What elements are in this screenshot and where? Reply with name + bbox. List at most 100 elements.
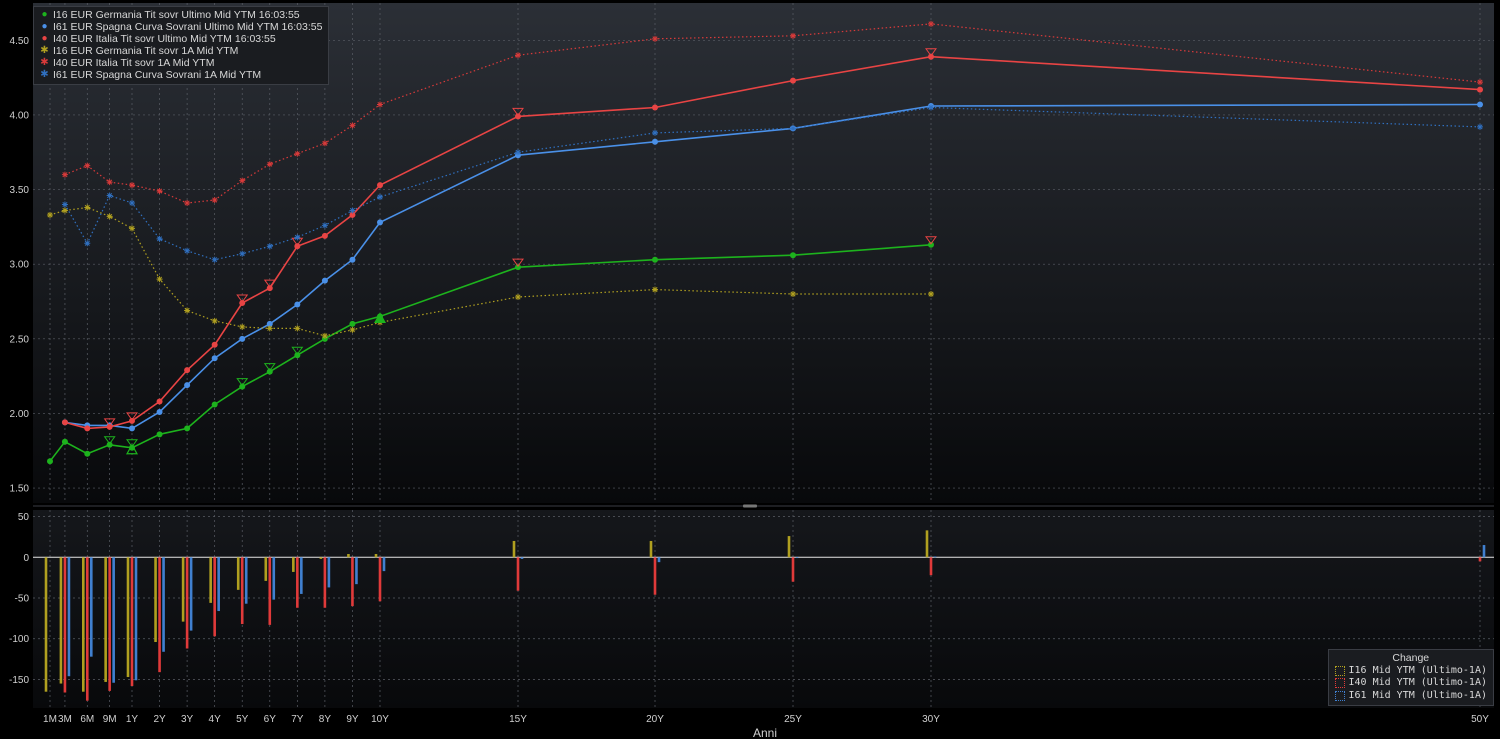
data-point — [184, 367, 191, 374]
change-bar — [209, 557, 212, 603]
change-bar — [300, 557, 303, 594]
data-point-star — [156, 235, 163, 242]
data-point-star — [321, 140, 328, 147]
data-point — [106, 423, 113, 430]
series-line — [64, 23, 1481, 204]
legend-label: I40 EUR Italia Tit sovr 1A Mid YTM — [53, 57, 215, 69]
data-point-star — [928, 291, 934, 298]
change-bar — [130, 557, 134, 686]
data-point-star — [928, 20, 934, 27]
up-triangle-marker — [125, 443, 139, 455]
data-point-star — [1477, 79, 1483, 86]
data-point — [294, 243, 301, 250]
legend-item-i16-ultimo[interactable]: ● I16 EUR Germania Tit sovr Ultimo Mid Y… — [39, 9, 322, 21]
legend-dot-icon: ● — [41, 33, 48, 44]
change-bar — [181, 557, 185, 622]
data-point-star — [1477, 123, 1483, 130]
x-axis-label: Anni — [753, 726, 777, 739]
legend-item-i40-1a[interactable]: ✱ I40 EUR Italia Tit sovr 1A Mid YTM — [39, 57, 322, 69]
legend-label: I61 EUR Spagna Curva Sovrani Ultimo Mid … — [53, 21, 323, 33]
data-point-star — [294, 234, 301, 241]
change-bar — [933, 556, 937, 558]
change-legend-item-i16[interactable]: I16 Mid YTM (Ultimo-1A) — [1334, 664, 1487, 678]
change-bar — [154, 557, 157, 642]
data-point — [156, 408, 163, 415]
data-point — [84, 425, 91, 432]
data-point-star — [184, 247, 191, 254]
legend-item-i40-ultimo[interactable]: ● I40 EUR Italia Tit sovr Ultimo Mid YTM… — [39, 33, 322, 45]
data-point — [129, 417, 135, 424]
change-bar — [657, 557, 661, 563]
data-point — [349, 256, 356, 263]
data-point — [84, 450, 91, 457]
change-bar — [89, 557, 93, 657]
change-bar — [134, 557, 138, 681]
change-bar — [520, 557, 524, 559]
x-tick-label: 1Y — [126, 714, 139, 725]
data-point — [266, 368, 273, 375]
legend-item-i61-ultimo[interactable]: ● I61 EUR Spagna Curva Sovrani Ultimo Mi… — [39, 21, 322, 33]
change-bar — [213, 557, 216, 637]
legend-label: I16 Mid YTM (Ultimo-1A) — [1348, 664, 1487, 676]
data-point-star — [239, 177, 246, 184]
change-bar — [244, 557, 248, 604]
change-legend[interactable]: Change I16 Mid YTM (Ultimo-1A) I40 Mid Y… — [1327, 649, 1494, 706]
data-point-star — [61, 207, 68, 214]
legend-star-icon: ✱ — [40, 69, 49, 80]
change-bar — [351, 557, 354, 607]
x-tick-label: 30Y — [922, 714, 940, 725]
change-bar — [67, 557, 71, 677]
rich-cheap-marker — [126, 439, 138, 448]
data-point — [377, 182, 383, 189]
change-bar — [268, 557, 272, 625]
data-point-star — [239, 323, 246, 330]
change-legend-title: Change — [1392, 652, 1430, 664]
rich-cheap-marker — [236, 294, 249, 303]
change-bar — [327, 557, 331, 588]
data-point-star — [790, 291, 796, 298]
change-bar — [185, 557, 189, 649]
data-point-star — [790, 125, 796, 132]
x-tick-label: 6M — [80, 714, 94, 725]
change-bar — [925, 530, 929, 558]
change-bar — [1478, 557, 1482, 562]
y-tick-label-change: 50 — [18, 512, 30, 523]
rich-cheap-marker — [126, 412, 138, 421]
change-bar — [264, 557, 268, 581]
change-legend-item-i61[interactable]: I61 Mid YTM (Ultimo-1A) — [1334, 690, 1487, 703]
data-point — [1477, 101, 1483, 108]
legend-item-i61-1a[interactable]: ✱ I61 EUR Spagna Curva Sovrani 1A Mid YT… — [39, 69, 322, 81]
y-tick-label-main: 4.00 — [10, 110, 30, 121]
data-point-star — [239, 250, 246, 257]
x-tick-label: 50Y — [1471, 714, 1489, 725]
change-bar — [104, 557, 107, 682]
change-bar — [59, 557, 63, 684]
data-point-star — [349, 122, 356, 129]
change-bar — [162, 557, 165, 652]
legend-item-i16-1a[interactable]: ✱ I16 EUR Germania Tit sovr 1A Mid YTM — [39, 45, 322, 57]
data-point — [129, 425, 135, 432]
data-point-star — [790, 32, 796, 39]
data-point — [790, 252, 796, 259]
change-plot-background — [33, 510, 1494, 708]
up-triangle-marker — [373, 312, 387, 324]
y-tick-label-change: -100 — [9, 634, 29, 645]
x-tick-label: 7Y — [291, 714, 304, 725]
data-point — [928, 53, 934, 60]
change-bar — [236, 557, 240, 590]
data-point — [294, 301, 301, 308]
data-point — [515, 264, 521, 271]
x-tick-label: 1M — [43, 714, 57, 725]
x-tick-label: 5Y — [236, 714, 249, 725]
legend-box-icon — [1334, 690, 1345, 701]
y-tick-label-main: 1.50 — [10, 484, 30, 495]
change-legend-item-i40[interactable]: I40 Mid YTM (Ultimo-1A) — [1334, 677, 1487, 690]
data-point — [239, 383, 246, 390]
data-point — [184, 425, 191, 432]
change-bar — [85, 557, 89, 701]
main-legend[interactable]: ● I16 EUR Germania Tit sovr Ultimo Mid Y… — [33, 6, 330, 85]
y-tick-label-main: 4.50 — [10, 36, 30, 47]
x-tick-label: 10Y — [371, 714, 389, 725]
data-point-star — [61, 171, 68, 178]
